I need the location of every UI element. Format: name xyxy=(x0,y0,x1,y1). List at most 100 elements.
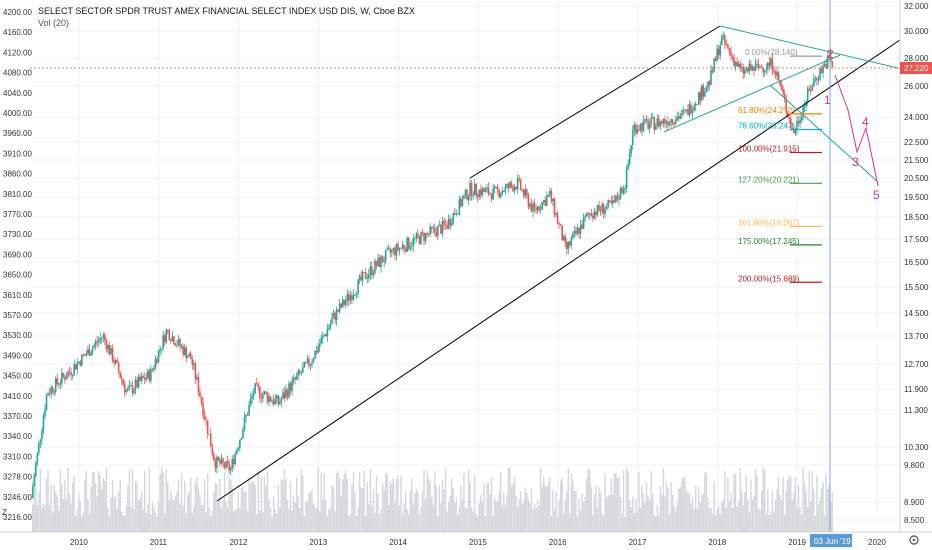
candle-body xyxy=(266,393,269,403)
candle-body xyxy=(648,124,651,129)
volume-bar xyxy=(55,492,57,532)
candle-body xyxy=(404,248,407,252)
right-axis-tick: 8.900 xyxy=(904,498,925,507)
candle-body xyxy=(650,117,652,125)
volume-bar xyxy=(67,467,69,532)
candle-body xyxy=(429,226,431,235)
candle-body xyxy=(272,400,275,405)
candle-body xyxy=(751,66,754,71)
candle-body xyxy=(107,344,109,350)
candle-body xyxy=(334,312,336,321)
volume-bar xyxy=(435,485,438,532)
volume-bar xyxy=(93,472,95,532)
candle-body xyxy=(114,359,117,364)
volume-bar xyxy=(776,489,778,532)
right-axis-panel[interactable] xyxy=(900,0,932,532)
wave-projection[interactable] xyxy=(834,74,879,187)
candle-body xyxy=(547,194,550,197)
candle-body xyxy=(74,364,77,370)
left-axis-tick: 4200.00 xyxy=(3,8,32,17)
volume-bar xyxy=(237,492,240,532)
candle-body xyxy=(71,374,74,376)
candle-body xyxy=(84,355,86,356)
volume-bar xyxy=(599,492,602,532)
candle-body xyxy=(360,276,362,281)
wedge-top-line[interactable] xyxy=(719,25,899,69)
volume-label[interactable]: Vol (20) xyxy=(38,18,70,28)
volume-bar xyxy=(363,470,365,532)
candle-body xyxy=(248,404,250,416)
volume-bar xyxy=(111,480,114,532)
candle-body xyxy=(552,198,554,202)
volume-bar xyxy=(257,471,260,532)
right-axis-tick: 16.500 xyxy=(904,258,929,267)
candle-body xyxy=(469,182,471,196)
candle-body xyxy=(513,186,516,192)
candle-body xyxy=(466,189,468,200)
volume-bar xyxy=(529,502,531,532)
candle-body xyxy=(53,391,56,393)
candle-body xyxy=(664,118,666,124)
volume-bar xyxy=(219,478,221,532)
right-axis-tick: 10.300 xyxy=(904,443,929,452)
candle-body xyxy=(487,187,490,195)
volume-bar xyxy=(492,515,494,532)
volume-bar xyxy=(644,502,646,532)
candle-body xyxy=(381,256,384,263)
candle-body xyxy=(737,63,740,67)
volume-bar xyxy=(114,496,117,532)
candle-body xyxy=(357,279,359,294)
volume-bar xyxy=(216,483,218,532)
time-axis-tick: 2015 xyxy=(469,538,487,547)
volume-bar xyxy=(816,475,818,532)
candle-body xyxy=(269,396,272,402)
candle-body xyxy=(536,206,539,211)
candle-body xyxy=(341,299,344,308)
candle-body xyxy=(188,353,191,357)
candle-body xyxy=(607,200,609,207)
volume-bar xyxy=(658,515,660,532)
volume-bar xyxy=(90,486,92,532)
volume-bar xyxy=(762,467,764,532)
volume-bar xyxy=(378,513,381,532)
volume-bar xyxy=(159,473,161,532)
candle-body xyxy=(400,247,402,249)
candle-body xyxy=(176,344,178,346)
candle-body xyxy=(768,62,771,66)
gear-icon[interactable] xyxy=(909,535,919,545)
volume-bar xyxy=(229,479,232,532)
left-axis-tick: 3570.00 xyxy=(3,311,32,320)
volume-bar xyxy=(457,515,459,532)
channel-upper-line[interactable] xyxy=(469,25,721,179)
candle-body xyxy=(725,44,728,46)
volume-bar xyxy=(702,493,705,532)
volume-bar xyxy=(101,489,103,532)
candle-body xyxy=(351,295,353,300)
time-axis-panel[interactable] xyxy=(0,532,932,550)
left-scale-marker[interactable]: Z xyxy=(2,508,7,517)
candle-body xyxy=(133,389,135,393)
candle-body xyxy=(91,347,94,353)
candle-body xyxy=(791,128,794,129)
candle-body xyxy=(800,117,803,121)
wedge-fall-line[interactable] xyxy=(769,84,879,183)
volume-bar xyxy=(675,511,677,532)
candle-body xyxy=(240,438,243,440)
candle-body xyxy=(461,199,464,207)
channel-lower-line[interactable] xyxy=(216,39,901,502)
candle-body xyxy=(427,233,430,235)
volume-bar xyxy=(139,497,141,532)
volume-bar xyxy=(742,505,744,532)
candle-body xyxy=(50,387,52,394)
volume-bar xyxy=(177,480,180,532)
volume-bar xyxy=(586,478,588,532)
candle-body xyxy=(283,392,286,398)
volume-bar xyxy=(808,471,810,532)
symbol-title[interactable]: SELECT SECTOR SPDR TRUST AMEX FINANCIAL … xyxy=(38,6,415,16)
candle-body xyxy=(220,458,223,464)
volume-bar xyxy=(682,478,685,532)
volume-bar xyxy=(81,516,83,532)
volume-bar xyxy=(810,502,812,532)
candle-body xyxy=(285,389,287,398)
